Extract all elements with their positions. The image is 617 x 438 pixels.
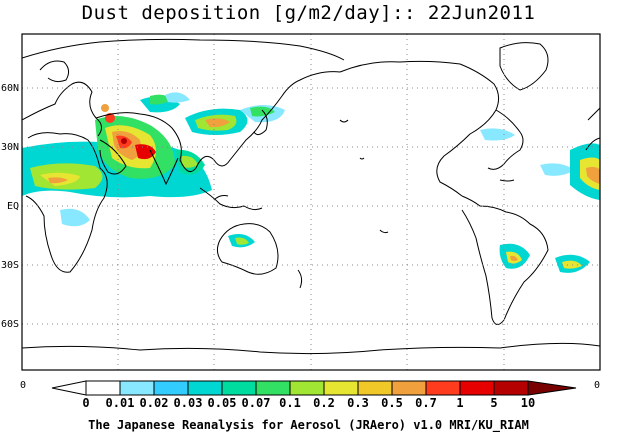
colorbar-swatch-4 — [187, 380, 223, 396]
lat-label-60n: 60N — [1, 83, 19, 94]
colorbar-labels: 0 0.01 0.02 0.03 0.05 0.07 0.1 0.2 0.3 0… — [0, 396, 617, 412]
lat-label-eq: EQ — [7, 201, 19, 212]
colorbar-label: 1 — [456, 396, 464, 410]
dust-shading — [22, 92, 600, 273]
colorbar-label: 0.2 — [313, 396, 335, 410]
lat-label-30s: 30S — [1, 260, 19, 271]
map-title: Dust deposition [g/m2/day]:: 22Jun2011 — [81, 2, 536, 24]
footer-credit: The Japanese Reanalysis for Aerosol (JRA… — [88, 418, 529, 432]
colorbar-swatch-6 — [255, 380, 291, 396]
lon-edge-label-right: 0 — [594, 380, 601, 391]
colorbar-swatch-9 — [357, 380, 393, 396]
colorbar-swatch-13 — [493, 380, 529, 396]
colorbar-swatch-1 — [85, 380, 121, 396]
graticule — [22, 34, 600, 370]
colorbar-swatch-3 — [153, 380, 189, 396]
colorbar-label: 0.03 — [173, 396, 203, 410]
coastlines — [22, 38, 600, 355]
colorbar-label: 10 — [520, 396, 536, 410]
colorbar-swatch-8 — [323, 380, 359, 396]
colorbar — [51, 380, 577, 396]
colorbar-label: 0.02 — [139, 396, 169, 410]
colorbar-swatch-11 — [425, 380, 461, 396]
colorbar-swatch-2 — [119, 380, 155, 396]
colorbar-label: 0.5 — [381, 396, 403, 410]
map-frame — [21, 33, 601, 371]
colorbar-swatch-7 — [289, 380, 325, 396]
colorbar-label: 0 — [82, 396, 90, 410]
colorbar-label: 0.07 — [241, 396, 271, 410]
colorbar-swatch-5 — [221, 380, 257, 396]
lat-label-60s: 60S — [1, 319, 19, 330]
colorbar-swatch-12 — [459, 380, 495, 396]
lat-label-30n: 30N — [1, 142, 19, 153]
colorbar-label: 5 — [490, 396, 498, 410]
lon-edge-label-left: 0 — [20, 380, 27, 391]
colorbar-label: 0.3 — [347, 396, 369, 410]
colorbar-label: 0.05 — [207, 396, 237, 410]
colorbar-label: 0.1 — [279, 396, 301, 410]
colorbar-right-arrow — [527, 380, 577, 396]
colorbar-left-arrow — [51, 380, 87, 396]
colorbar-label: 0.01 — [105, 396, 135, 410]
colorbar-swatch-10 — [391, 380, 427, 396]
colorbar-label: 0.7 — [415, 396, 437, 410]
